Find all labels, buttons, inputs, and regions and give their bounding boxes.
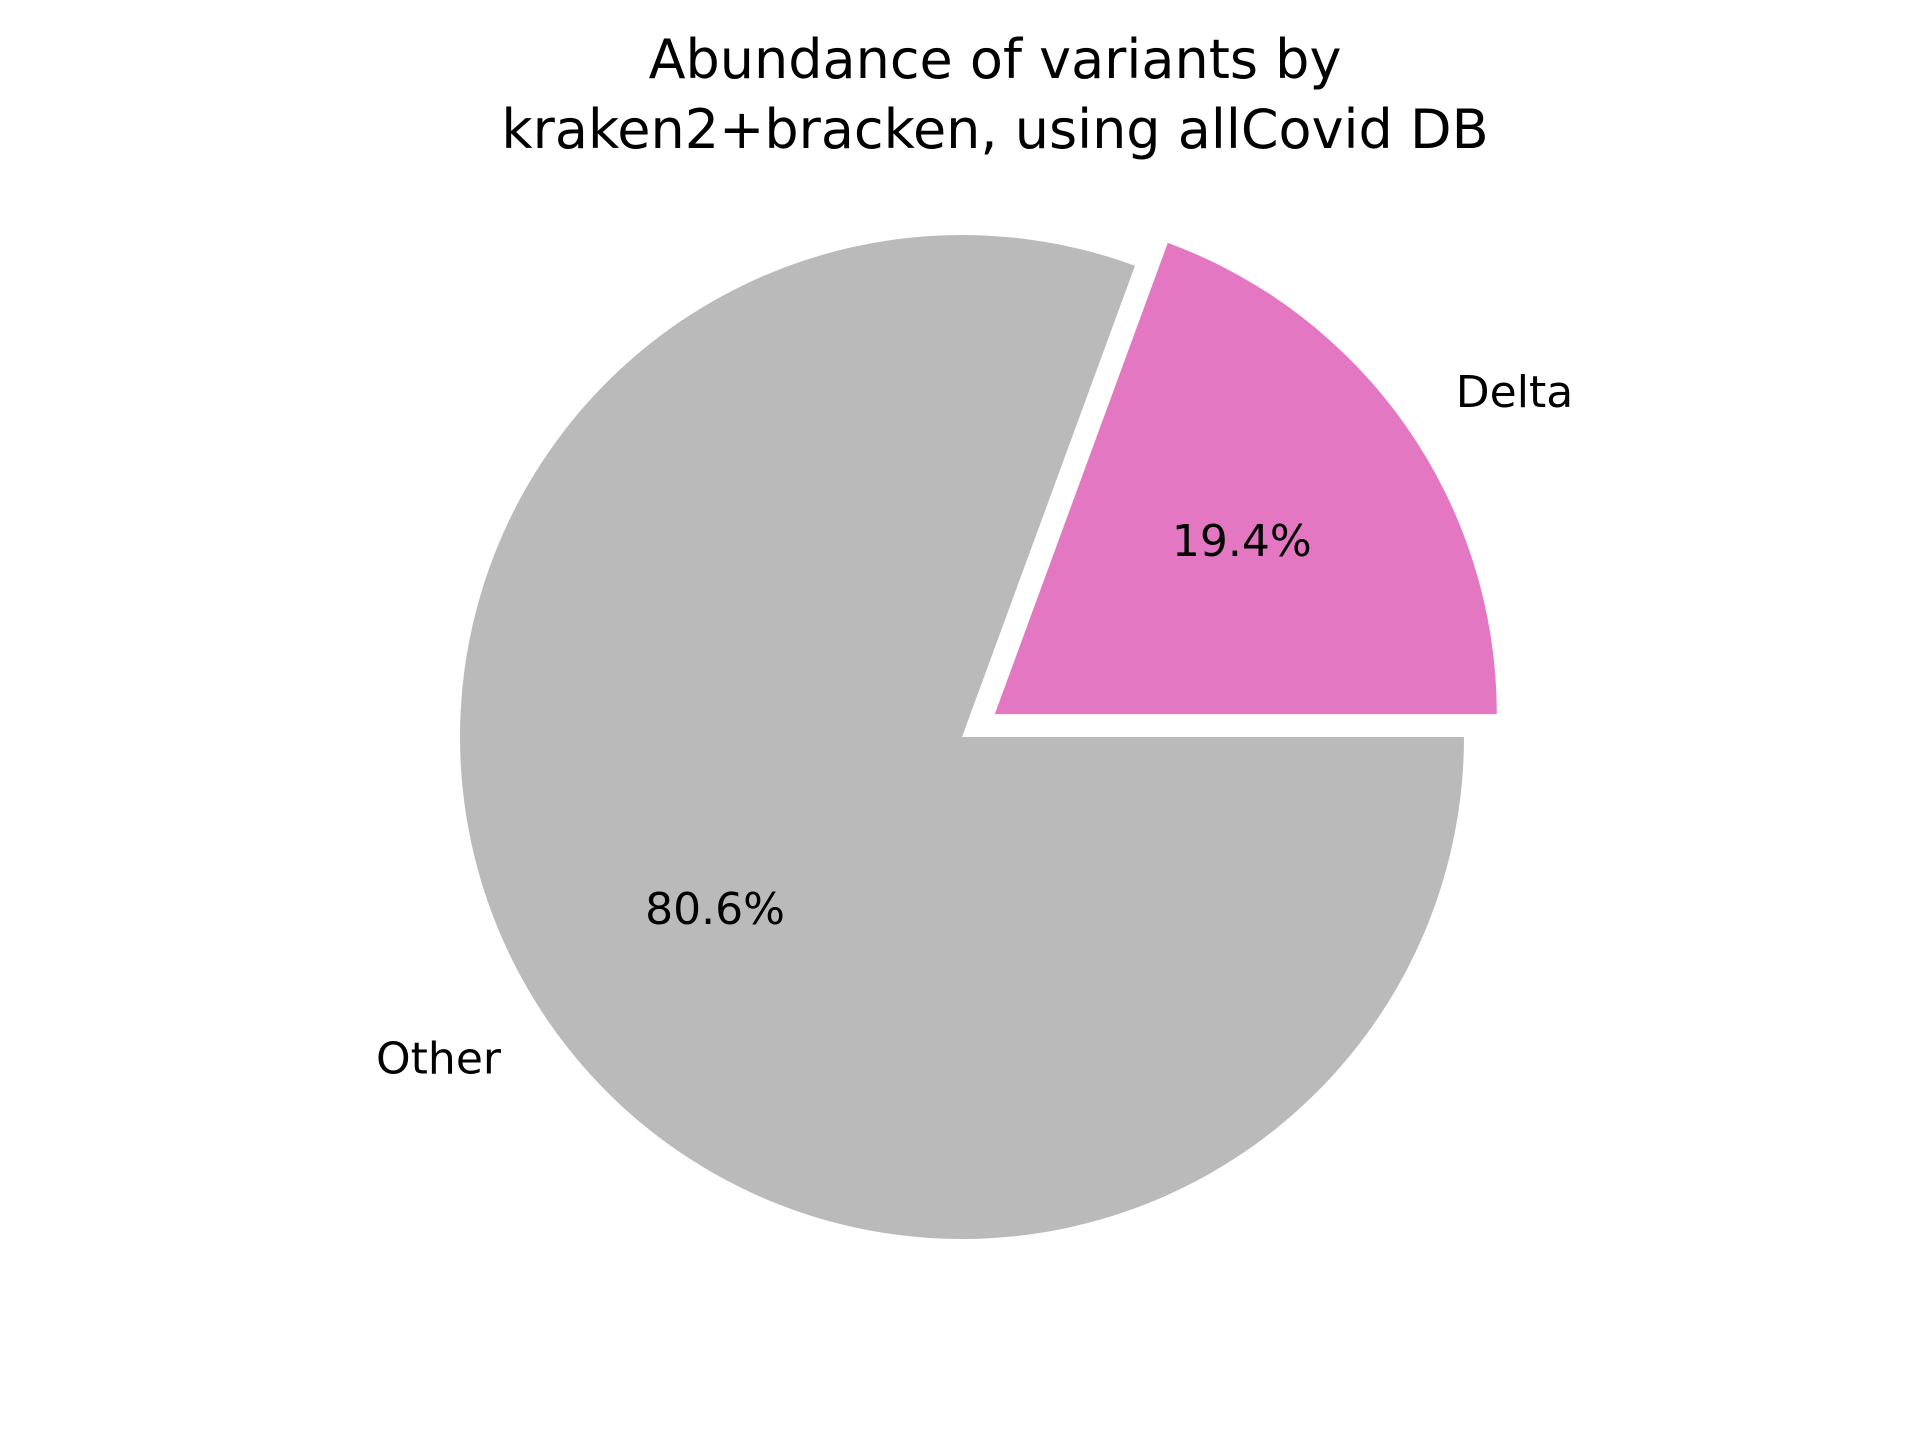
slice-percent-delta: 19.4% bbox=[1172, 516, 1312, 567]
chart-title-line-1: Abundance of variants by bbox=[649, 28, 1342, 91]
pie-labels: Delta 19.4% Other 80.6% bbox=[376, 367, 1573, 1085]
slice-label-other: Other bbox=[376, 1033, 502, 1084]
slice-percent-other: 80.6% bbox=[645, 884, 785, 935]
pie-slice-delta bbox=[994, 242, 1497, 715]
pie-slices bbox=[460, 235, 1497, 1240]
pie-slice-other bbox=[460, 235, 1464, 1240]
slice-label-delta: Delta bbox=[1456, 367, 1573, 418]
chart-title-line-2: kraken2+bracken, using allCovid DB bbox=[501, 98, 1488, 161]
